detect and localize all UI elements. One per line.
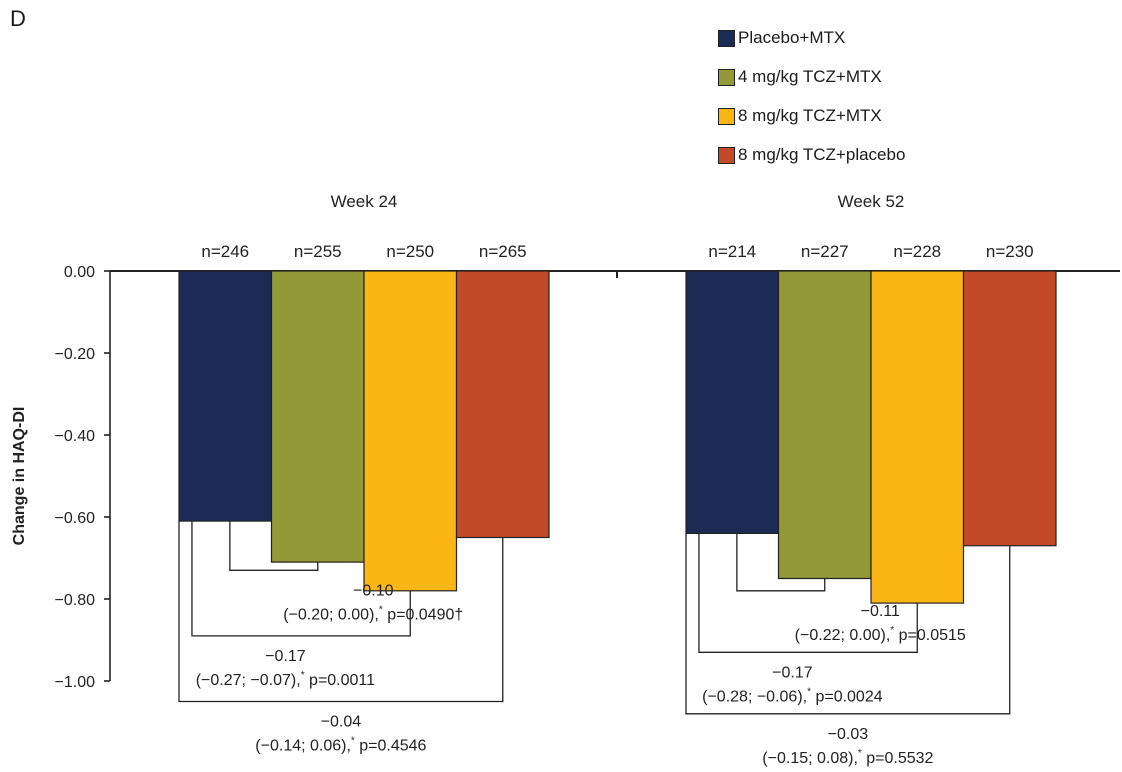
comparison-diff: −0.10: [353, 582, 394, 599]
group-title: Week 24: [331, 192, 398, 211]
n-label: n=246: [201, 242, 249, 261]
bar: [685, 270, 780, 534]
comparison-diff: −0.04: [321, 714, 362, 731]
legend-item: Placebo+MTX: [718, 28, 905, 48]
bar: [178, 270, 273, 522]
comparison-bracket: [191, 521, 411, 637]
y-tick-label: −0.20: [55, 346, 96, 363]
legend: Placebo+MTX 4 mg/kg TCZ+MTX 8 mg/kg TCZ+…: [718, 28, 905, 184]
comparison-bracket: [178, 521, 504, 703]
comparison-stats: (−0.14; 0.06),* p=0.4546: [255, 736, 426, 755]
comparison-stats: (−0.15; 0.08),* p=0.5532: [762, 748, 933, 767]
panel-letter: D: [10, 6, 26, 31]
comparison-bracket: [736, 533, 826, 592]
comparison-stats: (−0.27; −0.07),* p=0.0011: [196, 670, 375, 689]
comparison-stats: (−0.20; 0.00),* p=0.0490†: [283, 604, 463, 623]
comparison-stats: (−0.28; −0.06),* p=0.0024: [702, 686, 883, 705]
legend-label: 4 mg/kg TCZ+MTX: [738, 67, 882, 86]
legend-item: 8 mg/kg TCZ+MTX: [718, 106, 905, 126]
comparison-diff: −0.17: [772, 664, 813, 681]
comparison-stats: (−0.22; 0.00),* p=0.0515: [795, 625, 966, 644]
n-label: n=214: [708, 242, 756, 261]
y-tick-label: 0.00: [64, 264, 95, 281]
comparison-diff: −0.03: [828, 726, 869, 743]
n-label: n=227: [801, 242, 849, 261]
legend-swatch: [718, 107, 735, 125]
n-label: n=265: [479, 242, 527, 261]
n-label: n=250: [386, 242, 434, 261]
y-tick-label: −0.60: [55, 510, 96, 527]
bar: [455, 270, 550, 539]
comparison-bracket: [698, 533, 918, 653]
legend-swatch: [718, 68, 735, 86]
n-label: n=230: [986, 242, 1034, 261]
bar: [777, 270, 872, 580]
bar: [270, 270, 365, 563]
legend-item: 4 mg/kg TCZ+MTX: [718, 67, 905, 87]
legend-label: Placebo+MTX: [738, 28, 846, 47]
y-tick-label: −0.40: [55, 428, 96, 445]
n-label: n=255: [294, 242, 342, 261]
legend-swatch: [718, 29, 735, 47]
legend-label: 8 mg/kg TCZ+MTX: [738, 106, 882, 125]
comparison-diff: −0.17: [265, 648, 306, 665]
bar: [870, 270, 965, 604]
y-axis-label: Change in HAQ-DI: [11, 407, 28, 546]
y-tick-label: −1.00: [55, 674, 96, 691]
comparison-bracket: [229, 521, 319, 571]
comparison-bracket: [685, 533, 1011, 715]
y-tick-label: −0.80: [55, 592, 96, 609]
legend-label: 8 mg/kg TCZ+placebo: [738, 145, 906, 164]
comparison-diff: −0.11: [861, 603, 900, 620]
bar: [363, 270, 458, 592]
legend-swatch: [718, 146, 735, 164]
bar: [962, 270, 1057, 547]
group-title: Week 52: [838, 192, 905, 211]
n-label: n=228: [893, 242, 941, 261]
legend-item: 8 mg/kg TCZ+placebo: [718, 145, 905, 165]
